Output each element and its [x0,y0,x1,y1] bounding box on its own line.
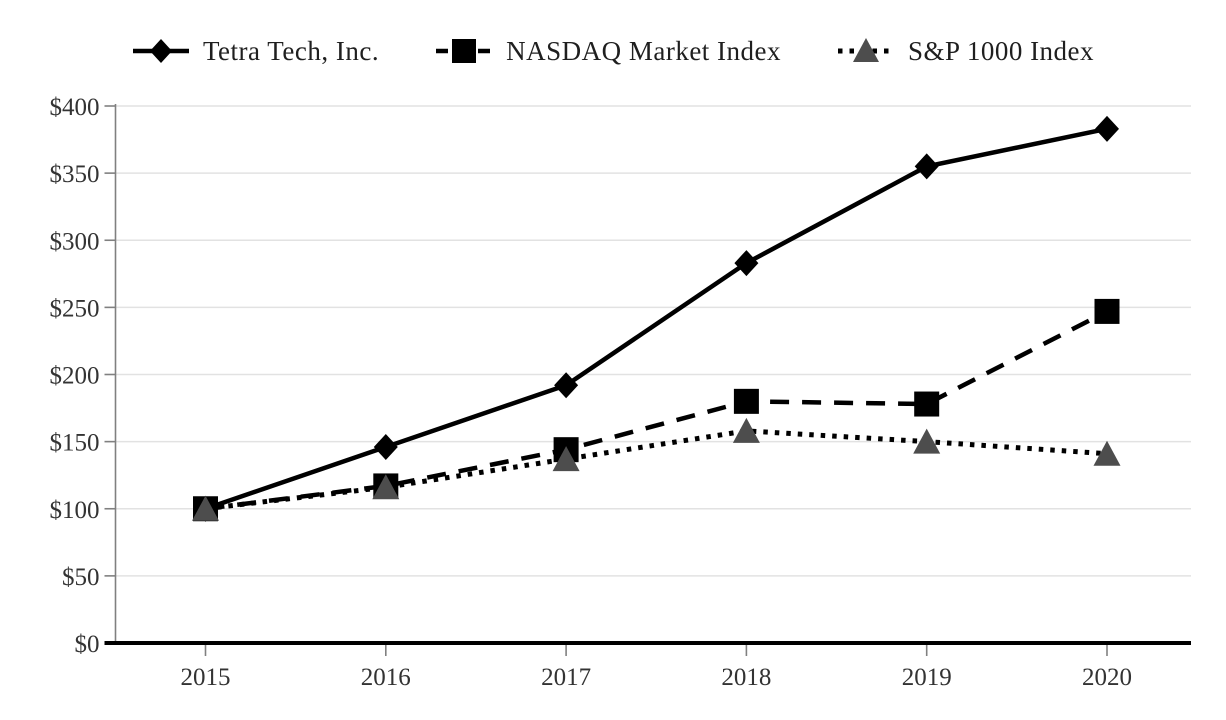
y-axis-tick-label: $200 [50,363,100,390]
data-point-triangle [913,428,941,454]
x-axis-tick-label: 2016 [361,664,411,691]
x-axis-tick-label: 2015 [181,664,231,691]
x-axis-tick-label: 2017 [541,664,591,691]
data-point-triangle [372,474,400,500]
square-icon [452,39,477,63]
data-point-square [733,388,759,414]
legend-item: NASDAQ Market Index [435,34,781,68]
legend-item: S&P 1000 Index [837,34,1094,68]
y-axis-tick-label: $300 [50,228,100,255]
triangle-icon [853,38,880,62]
legend-label: NASDAQ Market Index [506,35,782,66]
series-line-triangle [205,428,1108,512]
diamond-icon [149,39,172,63]
legend-label: Tetra Tech, Inc. [202,35,380,66]
chart-legend: Tetra Tech, Inc. NASDAQ Market Index S&P 1… [0,34,1226,68]
data-point-triangle [552,446,580,472]
series-line-diamond [204,126,1108,511]
data-point-diamond [914,153,939,180]
y-axis-tick-label: $150 [50,430,100,457]
data-point-diamond [373,433,398,460]
y-axis-tick-label: $100 [50,497,100,524]
legend-diamond-marker-icon [132,39,189,63]
x-axis-tick-label: 2020 [1082,664,1132,691]
data-point-diamond [734,250,759,277]
legend-square-marker-icon [436,39,493,63]
series-line-square [205,309,1109,511]
data-point-square [1094,298,1120,324]
x-axis-tick-label: 2019 [902,664,952,691]
legend-label: S&P 1000 Index [908,35,1095,66]
y-axis-tick-label: $50 [62,564,100,591]
x-axis-tick-label: 2018 [721,664,771,691]
legend-triangle-marker-icon [838,38,895,62]
y-axis-tick-label: $0 [75,631,100,658]
data-point-diamond [1095,115,1119,142]
data-point-diamond [554,372,579,399]
data-point-square [914,391,940,417]
data-point-triangle [1093,440,1121,466]
legend-item: Tetra Tech, Inc. [132,34,379,68]
y-axis-tick-label: $250 [50,295,100,322]
data-point-triangle [192,495,219,521]
data-point-triangle [732,417,760,443]
y-axis-tick-label: $350 [50,161,100,188]
y-axis-tick-label: $400 [50,94,100,121]
